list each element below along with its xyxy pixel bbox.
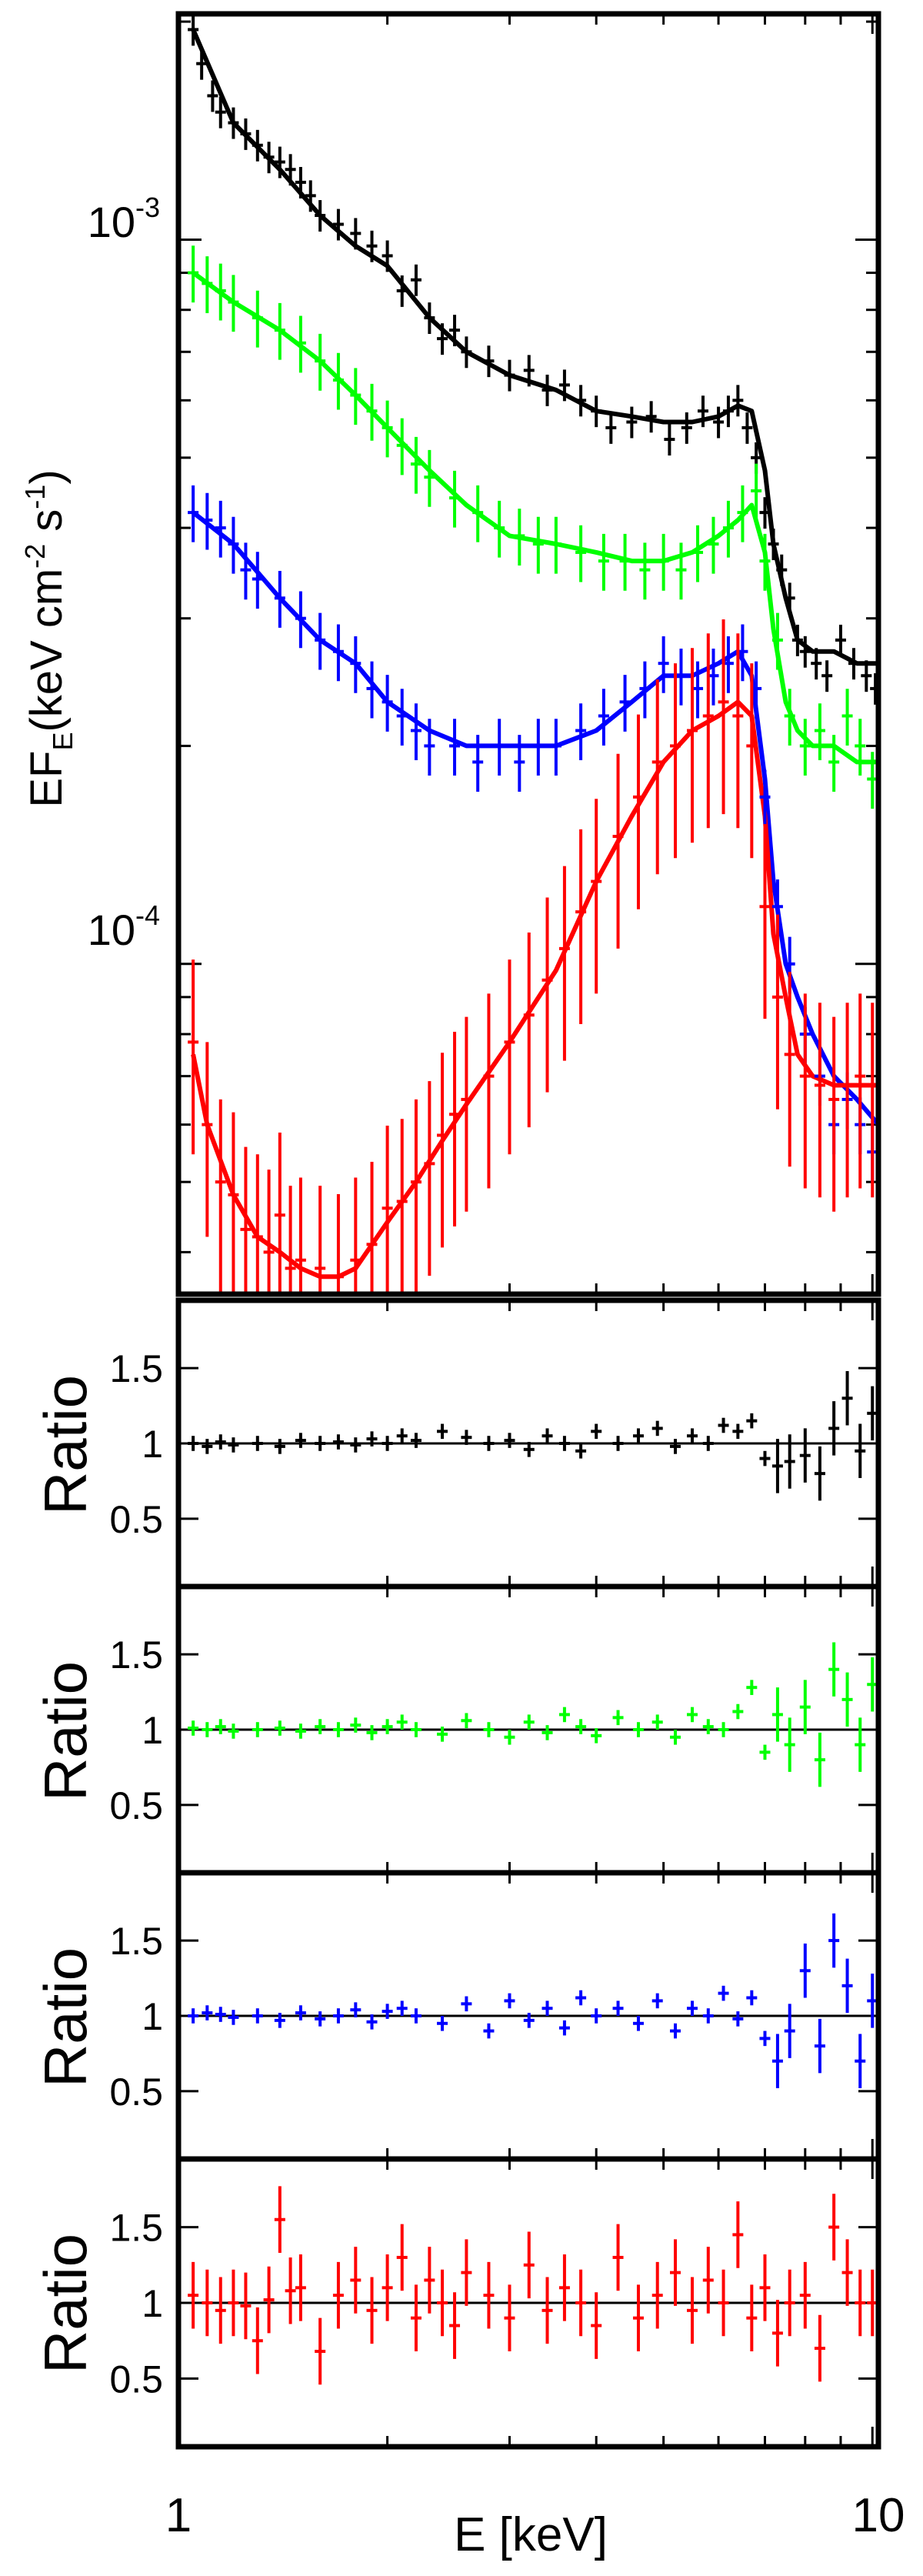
ratio-points-blue: [188, 1913, 878, 2088]
y-tick-label: 0.5: [109, 1498, 163, 1541]
xtick-label-1: 1: [165, 2489, 192, 2542]
ylabel-part-units: (keV cm: [22, 569, 72, 732]
spectrum-y-axis-label: EFE(keV cm-2 s-1): [19, 469, 78, 807]
plot-frame: [175, 2156, 881, 2450]
model-curve-blue: [192, 510, 881, 1126]
series-blue: [188, 485, 878, 1182]
ratio-y-axis-label: Ratio: [32, 1661, 99, 1801]
y-tick-label: 0.5: [109, 2070, 163, 2114]
ylabel-part-ef: EF: [22, 751, 72, 808]
y-tick-label: 1.5: [109, 1920, 163, 1963]
ylabel-part-sub-e: E: [47, 732, 78, 751]
x-axis-label: E [keV]: [454, 2508, 608, 2561]
series-green: [188, 245, 878, 809]
plot-frame: [175, 11, 881, 1297]
y-tick-label: 1: [142, 2282, 163, 2325]
ratio-panel-black: Ratio 0.5 1 1.5: [32, 1297, 881, 1590]
model-curve-black: [191, 28, 878, 666]
y-tick-label: 0.5: [109, 1784, 163, 1827]
ylabel-part-exp-s: -1: [19, 485, 51, 509]
ytick-label-1e-3: 10-3: [88, 192, 160, 246]
spectrum-panel: EFE(keV cm-2 s-1) 10-3 10-4: [19, 11, 881, 1297]
model-curve-red: [191, 699, 878, 1280]
ytick-label-1e-4: 10-4: [88, 899, 160, 954]
ylabel-part-exp-cm: -2: [19, 544, 51, 569]
ratio-y-axis-label: Ratio: [32, 1375, 99, 1515]
ylabel-part-close: ): [22, 469, 72, 484]
ratio-panel-green: Ratio 0.5 1 1.5: [32, 1583, 881, 1876]
ratio-y-axis-label: Ratio: [32, 2234, 99, 2374]
y-tick-label: 1.5: [109, 1347, 163, 1390]
ratio-points-green: [188, 1642, 878, 1787]
series-black: [188, 15, 881, 705]
ylabel-part-s: s: [22, 509, 72, 544]
y-tick-label: 0.5: [109, 2357, 163, 2401]
y-tick-label: 1: [142, 1709, 163, 1752]
y-tick-label: 1: [142, 1995, 163, 2038]
ratio-panel-blue: Ratio 0.5 1 1.5: [32, 1870, 881, 2162]
y-tick-label: 1: [142, 1423, 163, 1466]
ratio-points-red: [188, 2186, 878, 2385]
ratio-points-black: [188, 1371, 878, 1501]
ratio-panel-red: Ratio 0.5 1 1.5: [32, 2156, 881, 2450]
y-tick-label: 1.5: [109, 1633, 163, 1677]
y-tick-label: 1.5: [109, 2207, 163, 2250]
ratio-y-axis-label: Ratio: [32, 1947, 99, 2087]
xtick-label-10: 10: [852, 2489, 905, 2542]
model-curve-green: [192, 271, 878, 765]
series-red: [188, 619, 878, 1293]
